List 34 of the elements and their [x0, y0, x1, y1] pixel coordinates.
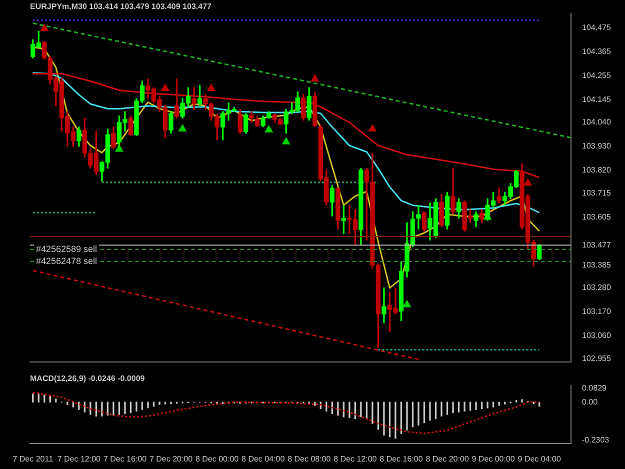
ref-line-label: #42562478 sell — [36, 256, 98, 266]
x-tick-label: 8 Dec 08:00 — [288, 454, 332, 464]
ref-line-label: #42562589 sell — [36, 244, 98, 254]
x-tick-label: 8 Dec 00:00 — [195, 454, 240, 464]
y-tick-label: 103.477 — [582, 240, 612, 250]
x-tick-label: 7 Dec 12:00 — [57, 454, 102, 464]
chart-title: EURJPYm,M30 103.414 103.479 103.409 103.477 — [30, 2, 212, 12]
x-tick-label: 7 Dec 16:00 — [103, 454, 148, 464]
x-tick-label: 9 Dec 04:00 — [518, 454, 562, 464]
x-tick-label: 8 Dec 12:00 — [334, 454, 378, 464]
x-tick-label: 8 Dec 16:00 — [380, 454, 424, 464]
y-tick-label: 0.0829 — [582, 384, 608, 393]
x-tick-label: 8 Dec 20:00 — [426, 454, 470, 464]
y-tick-label: 104.255 — [582, 70, 612, 80]
y-tick-label: 103.820 — [582, 166, 612, 175]
y-tick-label: 103.060 — [582, 331, 612, 340]
y-tick-label: 103.715 — [582, 188, 612, 198]
chart-title: MACD(12,26,9) -0.0246 -0.0009 — [30, 374, 146, 384]
x-tick-label: 7 Dec 20:00 — [149, 454, 194, 464]
y-tick-label: 103.170 — [582, 307, 612, 316]
y-tick-label: 104.475 — [582, 22, 612, 32]
x-tick-label: 7 Dec 2011 — [12, 454, 54, 464]
y-tick-label: 103.605 — [582, 212, 612, 222]
y-tick-label: 103.385 — [582, 260, 612, 270]
y-tick-label: -0.2303 — [582, 435, 610, 444]
y-tick-label: 104.040 — [582, 118, 612, 127]
y-tick-label: 103.280 — [582, 283, 612, 292]
y-tick-label: 104.145 — [582, 94, 612, 104]
y-tick-label: 102.955 — [582, 354, 612, 363]
y-tick-label: 104.365 — [582, 46, 612, 56]
y-tick-label: 0.00 — [582, 397, 598, 406]
x-tick-label: 8 Dec 04:00 — [242, 454, 286, 464]
x-tick-label: 9 Dec 00:00 — [472, 454, 516, 464]
y-tick-label: 103.930 — [582, 142, 612, 151]
